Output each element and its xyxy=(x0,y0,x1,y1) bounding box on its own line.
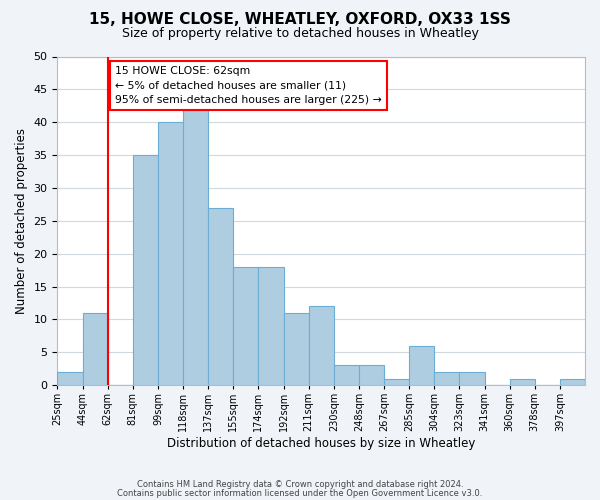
Text: Contains public sector information licensed under the Open Government Licence v3: Contains public sector information licen… xyxy=(118,488,482,498)
Text: Size of property relative to detached houses in Wheatley: Size of property relative to detached ho… xyxy=(122,28,478,40)
Y-axis label: Number of detached properties: Number of detached properties xyxy=(15,128,28,314)
Bar xyxy=(58,372,83,385)
Bar xyxy=(409,346,434,385)
Bar xyxy=(359,366,384,385)
Bar xyxy=(308,306,334,385)
Text: Contains HM Land Registry data © Crown copyright and database right 2024.: Contains HM Land Registry data © Crown c… xyxy=(137,480,463,489)
X-axis label: Distribution of detached houses by size in Wheatley: Distribution of detached houses by size … xyxy=(167,437,475,450)
Bar xyxy=(183,109,208,385)
Bar xyxy=(259,267,284,385)
Bar xyxy=(208,208,233,385)
Bar xyxy=(284,313,308,385)
Bar xyxy=(560,378,585,385)
Bar xyxy=(509,378,535,385)
Bar xyxy=(158,122,183,385)
Bar xyxy=(334,366,359,385)
Bar xyxy=(434,372,460,385)
Text: 15 HOWE CLOSE: 62sqm
← 5% of detached houses are smaller (11)
95% of semi-detach: 15 HOWE CLOSE: 62sqm ← 5% of detached ho… xyxy=(115,66,382,105)
Bar xyxy=(233,267,259,385)
Bar xyxy=(460,372,485,385)
Bar xyxy=(133,155,158,385)
Bar xyxy=(83,313,107,385)
Bar xyxy=(384,378,409,385)
Text: 15, HOWE CLOSE, WHEATLEY, OXFORD, OX33 1SS: 15, HOWE CLOSE, WHEATLEY, OXFORD, OX33 1… xyxy=(89,12,511,28)
